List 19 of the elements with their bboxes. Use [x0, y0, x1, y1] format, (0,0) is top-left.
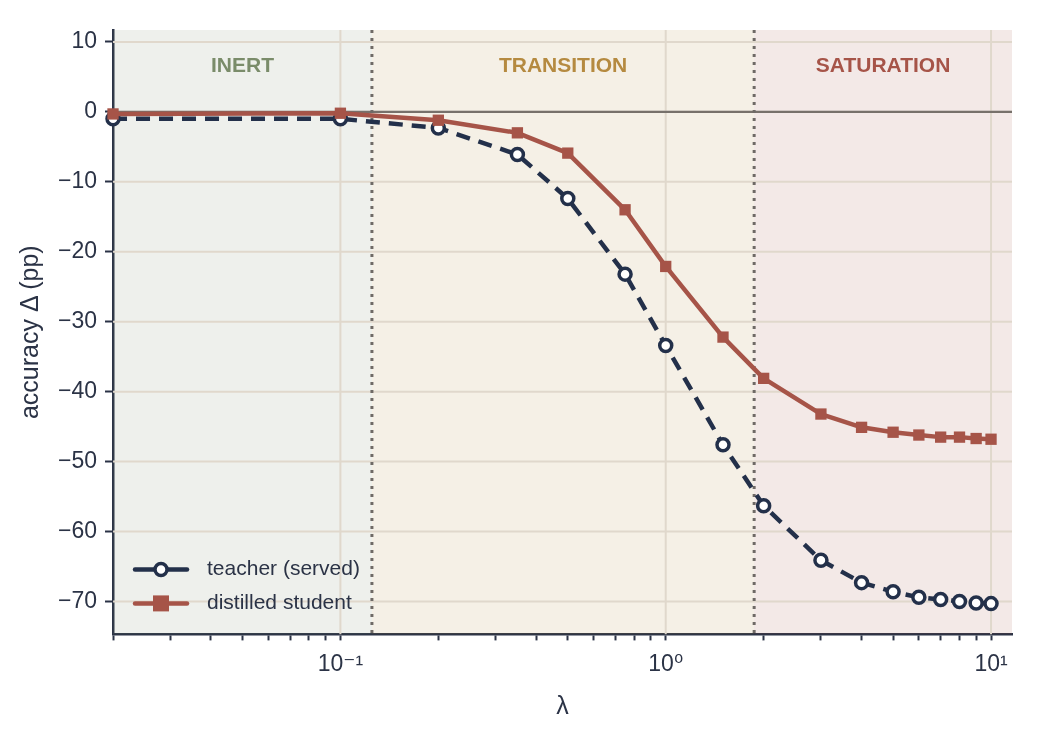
band-label: SATURATION [815, 52, 951, 76]
legend-label: teacher (served) [207, 556, 360, 580]
x-axis-title: λ [556, 690, 570, 719]
y-tick-label: −60 [58, 516, 98, 543]
y-tick-label: −50 [58, 446, 98, 473]
y-tick-label: −10 [58, 167, 98, 194]
legend-label: distilled student [207, 590, 352, 614]
y-axis-title: accuracy Δ (pp) [14, 245, 43, 420]
y-tick-label: −40 [58, 377, 98, 403]
y-tick-label: −30 [58, 307, 98, 334]
x-tick-label: 10⁰ [648, 649, 684, 676]
x-tick-label: 10¹ [974, 649, 1008, 676]
band-label: TRANSITION [498, 52, 628, 76]
y-tick-label: −20 [58, 237, 98, 264]
y-tick-label: −70 [58, 586, 98, 613]
band-label: INERT [210, 52, 275, 76]
x-tick-label: 10⁻¹ [317, 649, 364, 676]
y-tick-label: 0 [84, 97, 98, 124]
y-tick-label: 10 [71, 27, 98, 54]
